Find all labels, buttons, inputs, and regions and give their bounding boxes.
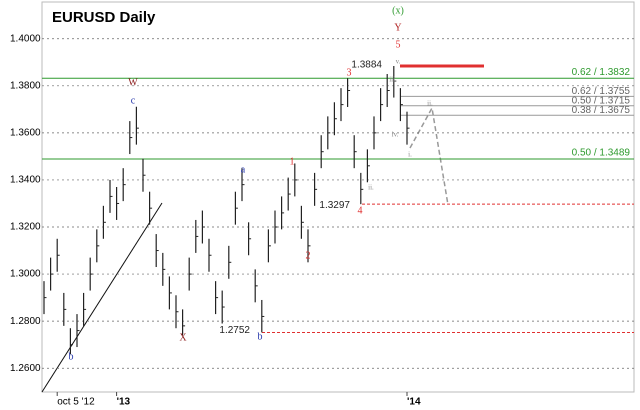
wave-label: 3: [347, 67, 352, 78]
level-label: 0.62 / 1.3755: [572, 86, 631, 97]
trend-line: [41, 202, 163, 393]
wave-label: ii.: [368, 184, 374, 192]
wave-label: iii.: [389, 76, 397, 84]
y-tick-label: 1.3800: [10, 80, 41, 91]
chart-title: EURUSD Daily: [52, 9, 156, 26]
y-tick-label: 1.2600: [10, 363, 41, 374]
wave-label: X: [179, 332, 187, 343]
plot-frame: [41, 1, 635, 393]
price-label: 1.3297: [319, 200, 350, 211]
y-tick-label: 1.3400: [10, 175, 41, 186]
y-tick-label: 1.4000: [10, 33, 41, 44]
wave-label: i.: [408, 151, 412, 159]
level-label: 0.50 / 1.3715: [572, 95, 631, 106]
y-tick-label: 1.3600: [10, 128, 41, 139]
wave-label: c: [131, 95, 136, 106]
x-tick-label: '14: [407, 397, 421, 408]
wave-label: Y: [394, 22, 401, 33]
wave-label: 1: [290, 156, 295, 167]
x-tick-label: oct 5 '12: [57, 397, 95, 408]
wave-label: v.: [396, 58, 401, 66]
y-tick-label: 1.2800: [10, 316, 41, 327]
level-label: 0.50 / 1.3489: [572, 148, 631, 159]
wave-label: (x): [392, 5, 404, 16]
level-label: 0.38 / 1.3675: [572, 105, 631, 116]
price-label: 1.2752: [219, 325, 250, 336]
y-tick-label: 1.3200: [10, 222, 41, 233]
wave-label: ii.: [427, 100, 433, 108]
y-tick-label: 1.3000: [10, 269, 41, 280]
price-label: 1.3884: [351, 60, 382, 71]
wave-label: b: [69, 351, 74, 362]
wave-label: W: [128, 77, 138, 88]
wave-label: 4: [358, 205, 363, 216]
wave-label: a: [241, 164, 246, 175]
wave-label: 2: [306, 250, 311, 261]
wave-label: 5: [396, 39, 401, 50]
wave-label: b: [258, 331, 263, 342]
level-label: 0.62 / 1.3832: [572, 67, 631, 78]
wave-label: iv.: [392, 131, 399, 139]
x-tick-label: '13: [117, 397, 131, 408]
